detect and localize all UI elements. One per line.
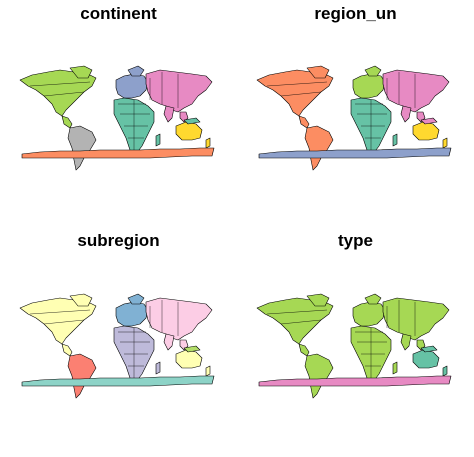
central-america-shape: [298, 343, 310, 357]
europe-shape: [115, 73, 149, 99]
europe-shape: [352, 73, 386, 99]
central-america-shape: [61, 115, 73, 129]
country-border: [29, 309, 91, 315]
madagascar-shape: [155, 361, 161, 375]
country-shapes: [256, 293, 452, 399]
country-border: [266, 309, 328, 315]
antarctica-shape: [21, 375, 215, 387]
india-shape: [400, 105, 412, 123]
scandinavia-shape: [364, 293, 382, 305]
panel-title: continent: [80, 4, 157, 23]
map-panel-region-un: region_un: [237, 0, 474, 228]
central-america-shape: [61, 343, 73, 357]
world-map: [19, 65, 215, 171]
world-map: [256, 65, 452, 171]
world-map: [19, 293, 215, 399]
country-border: [43, 91, 85, 97]
country-border: [280, 91, 322, 97]
greenland-shape: [306, 293, 330, 307]
new-zealand-shape: [205, 137, 211, 149]
panel-title: subregion: [77, 231, 160, 250]
map-panel-continent: continent: [0, 0, 237, 228]
world-map: [256, 293, 452, 399]
indonesia-shape: [420, 345, 438, 353]
map-panel-type: type: [237, 228, 474, 456]
antarctica-shape: [258, 375, 452, 387]
scandinavia-shape: [127, 65, 145, 77]
australia-shape: [412, 121, 440, 141]
south-america-shape: [67, 353, 97, 399]
greenland-shape: [69, 293, 93, 307]
country-border: [280, 319, 322, 325]
europe-shape: [115, 301, 149, 327]
panel-title: type: [338, 231, 373, 250]
australia-shape: [175, 349, 203, 369]
scandinavia-shape: [364, 65, 382, 77]
asia-shape: [382, 297, 450, 341]
india-shape: [163, 105, 175, 123]
europe-shape: [352, 301, 386, 327]
new-zealand-shape: [442, 365, 448, 377]
asia-shape: [145, 297, 213, 341]
madagascar-shape: [155, 133, 161, 147]
country-border: [43, 319, 85, 325]
asia-shape: [382, 69, 450, 113]
india-shape: [400, 333, 412, 351]
country-shapes: [19, 293, 215, 399]
central-america-shape: [298, 115, 310, 129]
country-border: [266, 81, 328, 87]
antarctica-shape: [21, 147, 215, 159]
indonesia-shape: [183, 345, 201, 353]
south-america-shape: [304, 125, 334, 171]
australia-shape: [412, 349, 440, 369]
map-panel-subregion: subregion: [0, 228, 237, 456]
south-america-shape: [67, 125, 97, 171]
madagascar-shape: [392, 133, 398, 147]
panel-title: region_un: [314, 4, 397, 23]
greenland-shape: [69, 65, 93, 79]
scandinavia-shape: [127, 293, 145, 305]
indonesia-shape: [420, 117, 438, 125]
madagascar-shape: [392, 361, 398, 375]
indonesia-shape: [183, 117, 201, 125]
country-border: [29, 81, 91, 87]
antarctica-shape: [258, 147, 452, 159]
country-shapes: [256, 65, 452, 171]
australia-shape: [175, 121, 203, 141]
asia-shape: [145, 69, 213, 113]
new-zealand-shape: [205, 365, 211, 377]
south-america-shape: [304, 353, 334, 399]
new-zealand-shape: [442, 137, 448, 149]
india-shape: [163, 333, 175, 351]
greenland-shape: [306, 65, 330, 79]
country-shapes: [19, 65, 215, 171]
